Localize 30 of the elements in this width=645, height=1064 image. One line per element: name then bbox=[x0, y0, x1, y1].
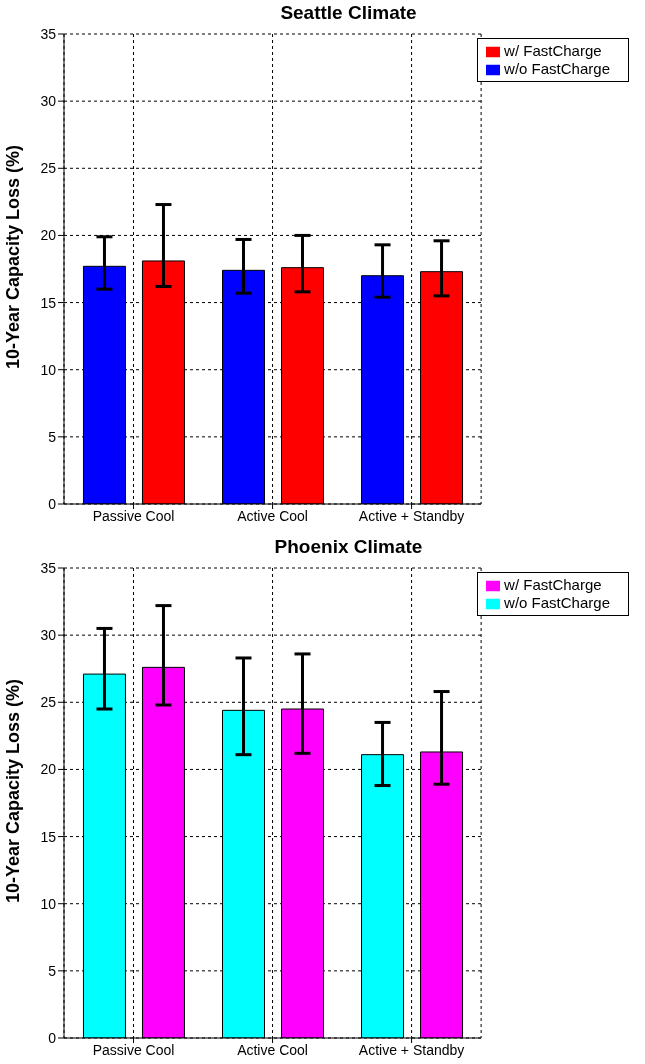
legend-label: w/o FastCharge bbox=[504, 60, 610, 77]
y-tick-label: 0 bbox=[48, 495, 57, 512]
chart-title: Phoenix Climate bbox=[273, 535, 424, 559]
x-tick-label: Active Cool bbox=[237, 507, 308, 524]
y-tick-label: 25 bbox=[40, 694, 57, 711]
y-axis-title: 10-Year Capacity Loss (%) bbox=[3, 678, 24, 903]
x-tick-label: Active + Standby bbox=[358, 1041, 465, 1058]
legend-label: w/ FastCharge bbox=[504, 576, 602, 593]
x-tick-label: Active + Standby bbox=[358, 507, 465, 524]
y-tick-label: 5 bbox=[48, 428, 57, 445]
chart-title: Seattle Climate bbox=[279, 1, 418, 25]
y-tick-label: 10 bbox=[40, 361, 57, 378]
y-tick-label: 20 bbox=[40, 761, 57, 778]
y-tick-label: 20 bbox=[40, 227, 57, 244]
y-tick-label: 30 bbox=[40, 93, 57, 110]
y-tick-label: 35 bbox=[40, 559, 57, 576]
y-tick-label: 30 bbox=[40, 627, 57, 644]
legend-label: w/o FastCharge bbox=[504, 594, 610, 611]
y-tick-label: 5 bbox=[48, 962, 57, 979]
y-tick-label: 0 bbox=[48, 1029, 57, 1046]
y-axis-title: 10-Year Capacity Loss (%) bbox=[3, 144, 24, 369]
x-tick-label: Passive Cool bbox=[92, 1041, 175, 1058]
y-tick-label: 15 bbox=[40, 294, 57, 311]
x-tick-label: Active Cool bbox=[237, 1041, 308, 1058]
y-tick-label: 10 bbox=[40, 895, 57, 912]
x-tick-label: Passive Cool bbox=[92, 507, 175, 524]
y-tick-label: 25 bbox=[40, 160, 57, 177]
y-tick-label: 15 bbox=[40, 828, 57, 845]
y-tick-label: 35 bbox=[40, 25, 57, 42]
legend-label: w/ FastCharge bbox=[504, 42, 602, 59]
